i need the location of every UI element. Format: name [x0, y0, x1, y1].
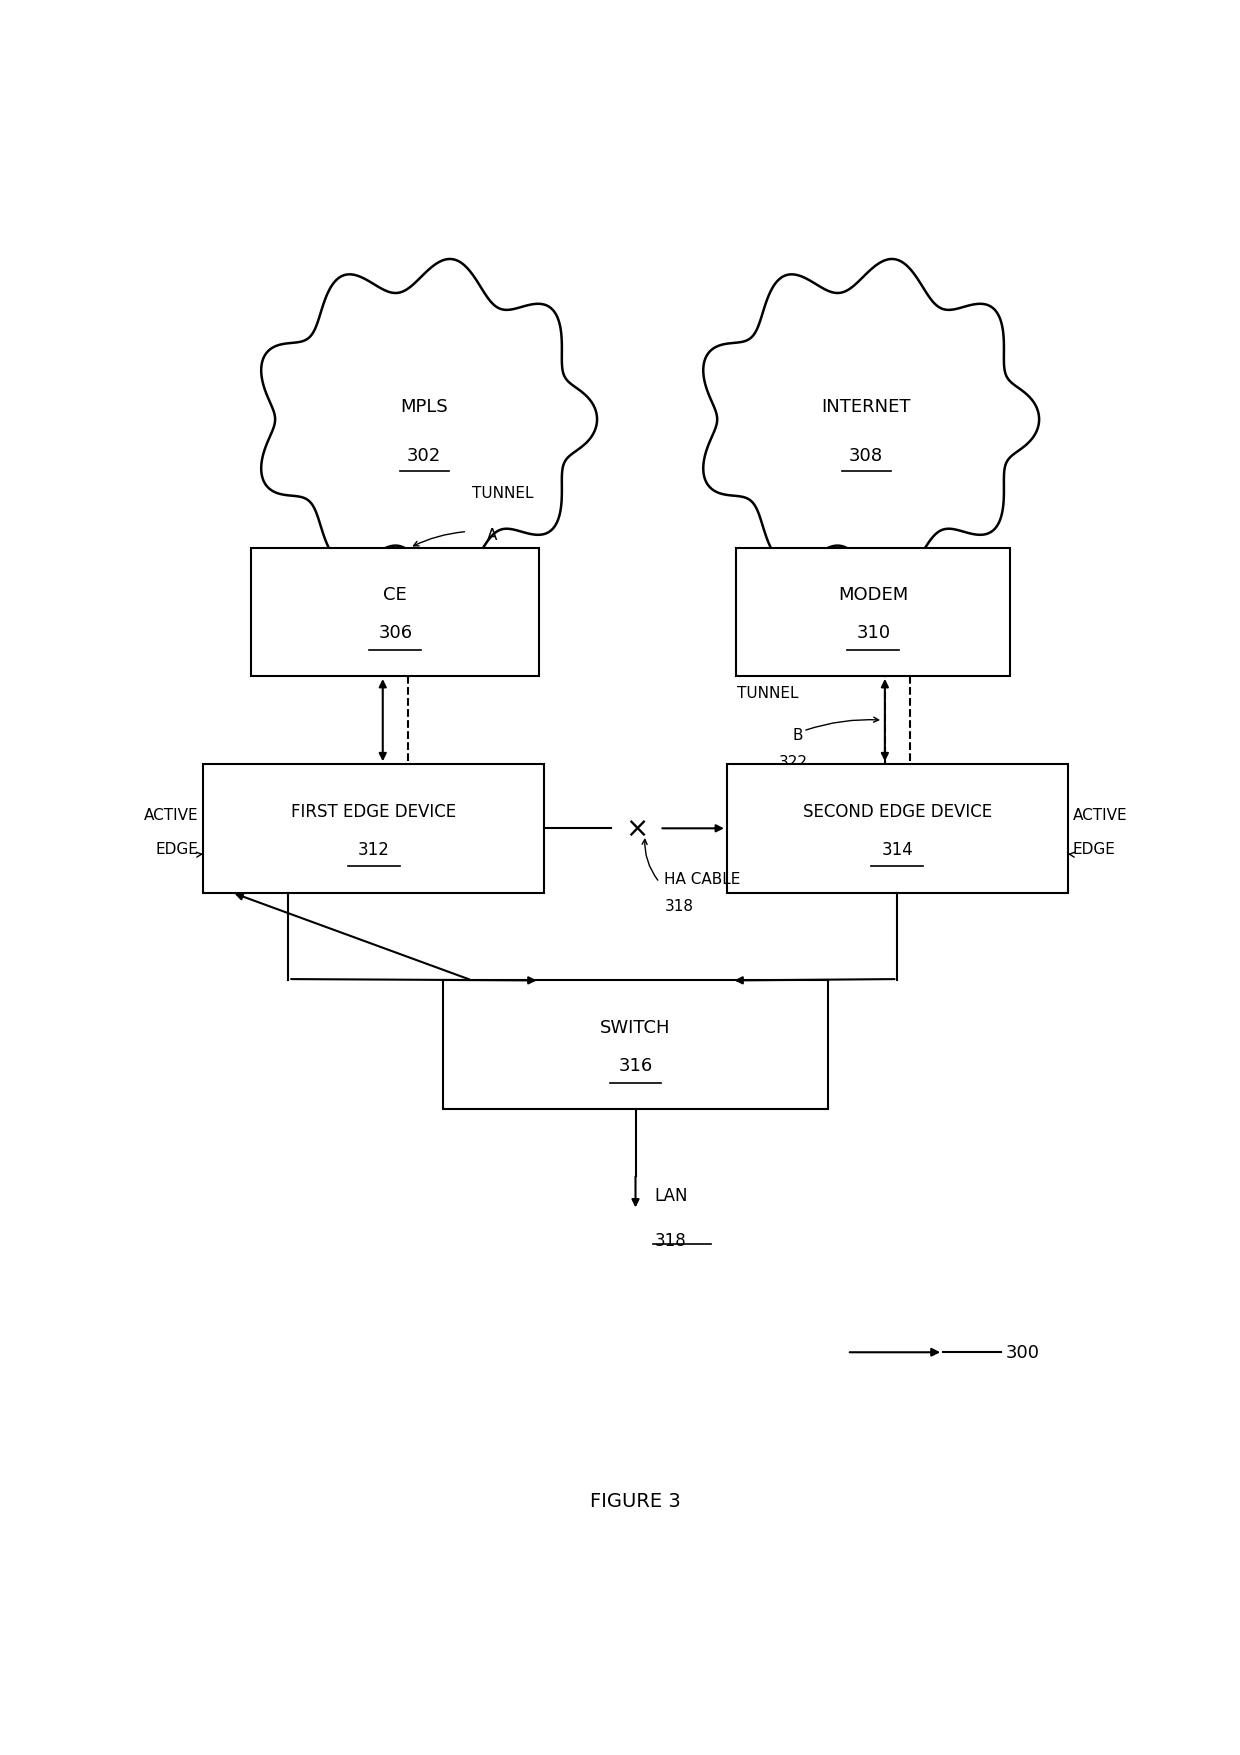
Text: 310: 310	[857, 623, 890, 642]
Text: ACTIVE: ACTIVE	[1073, 807, 1127, 823]
Text: 302: 302	[407, 448, 441, 465]
Text: 316: 316	[619, 1057, 652, 1074]
Text: INTERNET: INTERNET	[821, 398, 911, 416]
Text: 312: 312	[357, 841, 389, 858]
Text: FIRST EDGE DEVICE: FIRST EDGE DEVICE	[291, 802, 456, 820]
PathPatch shape	[262, 260, 598, 581]
Text: 306: 306	[378, 623, 413, 642]
Text: 308: 308	[849, 448, 883, 465]
Text: EDGE: EDGE	[155, 842, 198, 856]
FancyBboxPatch shape	[444, 981, 828, 1109]
Text: TUNNEL: TUNNEL	[737, 686, 799, 700]
Text: MODEM: MODEM	[838, 586, 909, 604]
Text: 322: 322	[779, 755, 808, 769]
Text: MPLS: MPLS	[401, 398, 448, 416]
Text: ACTIVE: ACTIVE	[144, 807, 198, 823]
Text: 300: 300	[1006, 1344, 1039, 1362]
FancyBboxPatch shape	[250, 548, 539, 677]
FancyBboxPatch shape	[203, 765, 544, 893]
Text: 314: 314	[882, 841, 913, 858]
Text: SECOND EDGE DEVICE: SECOND EDGE DEVICE	[802, 802, 992, 820]
Text: TUNNEL: TUNNEL	[472, 486, 533, 502]
Text: 318: 318	[665, 899, 693, 913]
Text: $\times$: $\times$	[625, 814, 646, 842]
Text: 318: 318	[655, 1230, 687, 1250]
Text: B: B	[792, 728, 804, 742]
Text: EDGE: EDGE	[1073, 842, 1116, 856]
FancyBboxPatch shape	[737, 548, 1011, 677]
Text: SWITCH: SWITCH	[600, 1018, 671, 1037]
FancyBboxPatch shape	[727, 765, 1068, 893]
Text: LAN: LAN	[655, 1186, 688, 1204]
Text: CE: CE	[383, 586, 407, 604]
Text: A: A	[486, 528, 497, 542]
Text: FIGURE 3: FIGURE 3	[590, 1492, 681, 1511]
PathPatch shape	[703, 260, 1039, 581]
Text: 320: 320	[477, 555, 506, 570]
Text: HA CABLE: HA CABLE	[665, 870, 740, 886]
